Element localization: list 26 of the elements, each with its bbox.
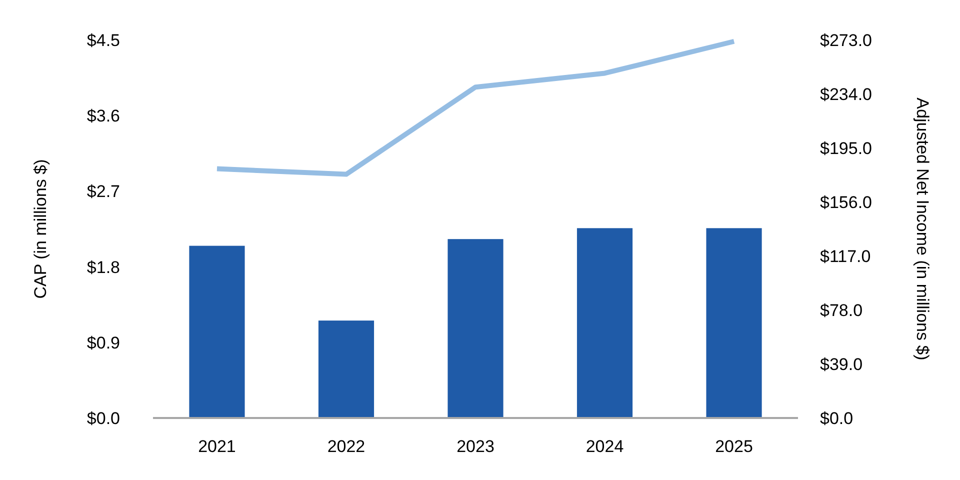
y-axis-title: CAP (in millions $) xyxy=(31,159,50,299)
y-tick-label: $0.9 xyxy=(86,333,120,352)
y2-tick-label: $234.0 xyxy=(820,84,872,104)
x-tick-label: 2025 xyxy=(715,437,753,456)
y-tick-label: $2.7 xyxy=(86,182,120,202)
y2-tick-label: $78.0 xyxy=(820,300,863,320)
bar xyxy=(576,228,633,418)
y2-tick-label: $39.0 xyxy=(820,354,863,374)
bar xyxy=(706,228,762,418)
y2-axis-title: Adjusted Net Income (in millions $) xyxy=(913,98,932,360)
x-tick-label: 2021 xyxy=(198,437,236,456)
x-tick-label: 2024 xyxy=(586,437,624,456)
y-tick-label: $3.6 xyxy=(86,106,120,126)
y2-tick-label: $117.0 xyxy=(820,246,871,266)
y2-tick-label: $195.0 xyxy=(820,138,872,158)
y-tick-label: $4.5 xyxy=(86,30,120,50)
y2-tick-label: $273.0 xyxy=(820,30,872,50)
y-tick-label: $1.8 xyxy=(86,258,120,277)
bar xyxy=(448,239,504,418)
x-tick-label: 2023 xyxy=(456,437,494,456)
bar xyxy=(189,246,245,418)
bar xyxy=(318,320,374,418)
y-tick-label: $0.0 xyxy=(86,408,120,428)
x-tick-label: 2022 xyxy=(327,437,366,456)
y2-tick-label: $0.0 xyxy=(820,408,854,428)
y2-tick-label: $156.0 xyxy=(820,192,872,212)
